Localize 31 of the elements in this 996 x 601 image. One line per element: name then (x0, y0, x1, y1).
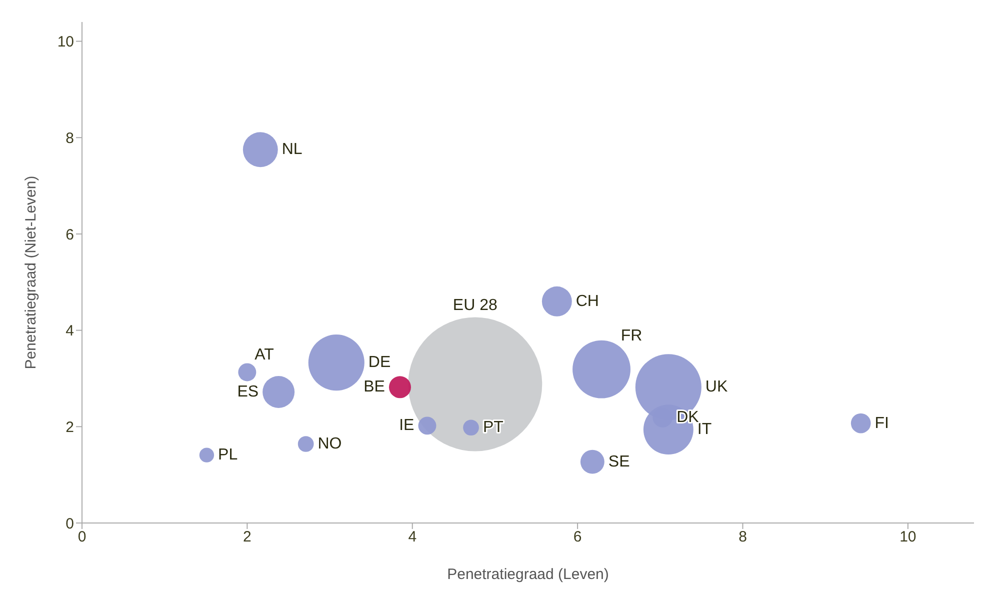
series-label: BE (364, 378, 385, 396)
x-tick-label: 8 (738, 528, 747, 546)
series-label: PL (218, 446, 238, 464)
series-label: DE (368, 354, 391, 372)
series-label: EU 28 (452, 296, 498, 314)
series-label: ES (237, 383, 259, 400)
y-tick-label: 8 (66, 130, 74, 147)
y-tick-label: 6 (66, 226, 74, 244)
series-label: IT (697, 421, 712, 438)
series-label: FR (620, 328, 642, 345)
series-label: UK (705, 378, 728, 396)
series-label: SE (608, 453, 630, 470)
y-tick-label: 0 (66, 515, 74, 532)
x-tick-label: 0 (78, 528, 86, 546)
x-tick-label: 2 (243, 528, 252, 546)
series-label: NL (282, 141, 302, 158)
y-tick-label: 4 (66, 322, 74, 340)
series-label: CH (576, 292, 599, 310)
x-tick-label: 4 (408, 528, 417, 546)
x-tick-label: 10 (900, 528, 916, 546)
series-label: FI (874, 414, 890, 432)
series-label: NO (318, 435, 342, 452)
series-label: DK (676, 409, 700, 426)
y-axis-title: Penetratiegraad (Niet-Leven) (22, 176, 40, 370)
series-label: PT (482, 419, 504, 436)
x-axis-title: Penetratiegraad (Leven) (447, 566, 609, 583)
x-tick-label: 6 (573, 528, 582, 546)
y-tick-label: 10 (57, 34, 74, 51)
y-tick-label: 2 (66, 418, 74, 436)
series-label: AT (254, 346, 274, 364)
series-label: IE (399, 417, 414, 434)
